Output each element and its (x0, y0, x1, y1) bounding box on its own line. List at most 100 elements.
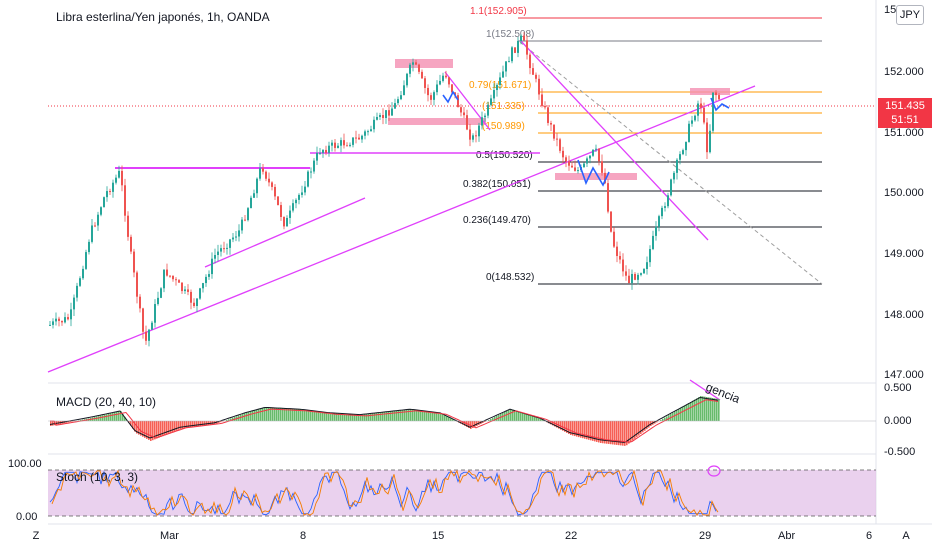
macd-bar (292, 408, 294, 421)
candle-body (94, 225, 96, 227)
candle-body (559, 139, 561, 151)
candle-body (85, 252, 87, 269)
macd-bar (414, 409, 416, 421)
macd-bar (230, 418, 232, 421)
macd-bar (246, 412, 248, 421)
fib-label-0: 0(148.532) (486, 272, 534, 283)
candle-body (511, 47, 513, 62)
macd-bar (100, 415, 102, 421)
macd-bar (400, 410, 402, 421)
macd-scale-pos: 0.500 (884, 382, 912, 394)
macd-bar (594, 421, 596, 442)
zoom-reset-button[interactable]: Z (32, 530, 40, 542)
candle-body (127, 215, 129, 237)
candle-body (55, 318, 57, 322)
candle-body (208, 274, 210, 277)
candle-body (295, 199, 297, 204)
macd-bar (368, 414, 370, 421)
candle-body (148, 329, 150, 341)
macd-bar (318, 411, 320, 421)
macd-bar (682, 406, 684, 421)
macd-bar (620, 421, 622, 446)
macd-bar (344, 413, 346, 421)
stoch-label[interactable]: Stoch (10, 3, 3) (56, 470, 139, 484)
macd-bar (488, 420, 490, 421)
candle-body (349, 144, 351, 146)
fib-retracement-levels[interactable] (518, 17, 823, 285)
candle-body (643, 268, 645, 274)
candle-body (400, 95, 402, 100)
macd-bar (112, 412, 114, 421)
macd-bar (262, 407, 264, 421)
candle-body (289, 210, 291, 218)
macd-bar (678, 409, 680, 421)
fib-label-0-236: 0.236(149.470) (463, 215, 531, 226)
candle-body (610, 211, 612, 232)
macd-bar (698, 397, 700, 421)
candle-body (682, 150, 684, 155)
macd-bar (402, 409, 404, 421)
macd-bar (506, 411, 508, 421)
macd-label[interactable]: MACD (20, 40, 10) (56, 395, 157, 409)
macd-bar (578, 421, 580, 438)
candle-body (571, 165, 573, 168)
macd-bar (618, 421, 620, 446)
candle-body (172, 275, 174, 280)
time-label-abr: Abr (778, 530, 796, 542)
macd-bar (462, 421, 464, 425)
candle-body (280, 205, 282, 217)
macd-bar (640, 421, 642, 434)
macd-bar (332, 413, 334, 421)
candle-body (688, 123, 690, 142)
candle-body (427, 87, 429, 96)
candle-body (706, 122, 708, 153)
macd-bar (172, 421, 174, 433)
macd-bar (264, 407, 266, 421)
fib-label-0-5: 0.5(150.520) (476, 150, 533, 161)
macd-bar (116, 411, 118, 421)
candle-body (256, 178, 258, 194)
macd-bar (664, 417, 666, 421)
macd-bar (688, 403, 690, 421)
candle-body (133, 251, 135, 273)
candle-body (70, 309, 72, 320)
macd-bar (384, 412, 386, 421)
currency-selector[interactable]: JPY (896, 5, 924, 25)
macd-bar (568, 421, 570, 434)
macd-bar (434, 412, 436, 421)
fib-label-1-1: 1.1(152.905) (470, 6, 527, 17)
macd-bar (626, 421, 628, 446)
macd-bar (366, 414, 368, 421)
macd-bar (296, 408, 298, 421)
macd-divergence-annotation: gencia (704, 380, 742, 406)
macd-bar (474, 421, 476, 427)
macd-bar (390, 411, 392, 421)
candle-body (712, 92, 714, 131)
macd-bar (600, 421, 602, 443)
supply-demand-zones[interactable] (115, 59, 730, 180)
auto-scale-button[interactable]: A (902, 530, 910, 542)
macd-bar (576, 421, 578, 437)
candle-body (253, 193, 255, 198)
macd-bar (606, 421, 608, 444)
macd-bar (562, 421, 564, 431)
candle-body (49, 324, 51, 326)
macd-bar (482, 421, 484, 423)
macd-bar (114, 412, 116, 421)
candle-body (583, 163, 585, 168)
candle-body (166, 269, 168, 276)
macd-bar (612, 421, 614, 445)
macd-bar (440, 413, 442, 421)
macd-bar (632, 421, 634, 441)
candle-body (286, 217, 288, 227)
trendlines[interactable] (47, 39, 756, 401)
macd-bar (286, 408, 288, 421)
candle-body (574, 167, 576, 171)
candle-body (718, 95, 720, 100)
macd-bar (278, 407, 280, 421)
macd-bar (674, 411, 676, 421)
candle-body (103, 197, 105, 208)
macd-bar (282, 407, 284, 421)
candle-body (382, 115, 384, 119)
